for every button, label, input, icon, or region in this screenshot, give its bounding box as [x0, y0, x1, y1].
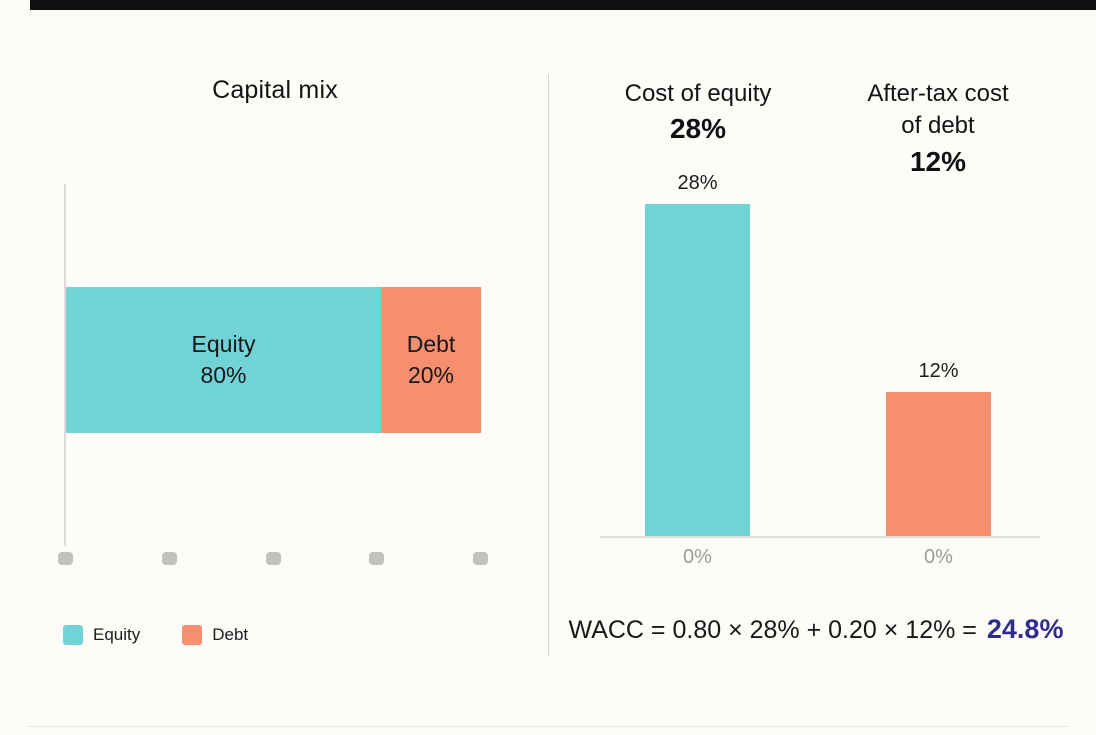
axis-tick — [161, 551, 177, 565]
wacc-formula-result: 24.8% — [986, 614, 1064, 644]
legend-item-equity: Equity — [63, 625, 140, 645]
cost-of-debt-header: After-tax cost of debt — [840, 78, 1036, 142]
debt-segment-value: 20% — [407, 362, 455, 388]
cost-of-equity-header: Cost of equity — [624, 80, 772, 107]
equity-cost-bar-label: 28% — [677, 172, 718, 194]
bottom-divider-line — [28, 726, 1068, 727]
equity-bar-zero-label: 0% — [683, 546, 712, 568]
capital-mix-title: Capital mix — [212, 76, 338, 104]
wacc-formula: WACC = 0.80 × 28% + 0.20 × 12% = 24.8% — [558, 614, 1074, 645]
wacc-formula-expression: WACC = 0.80 × 28% + 0.20 × 12% = — [568, 616, 977, 644]
debt-bar-zero-label: 0% — [924, 546, 953, 568]
cost-of-debt-header-line1: After-tax cost — [867, 80, 1009, 107]
cost-of-debt-header-value: 12% — [909, 146, 967, 177]
panel-divider — [548, 74, 549, 656]
equity-bar-segment: Equity 80% — [66, 287, 381, 433]
debt-segment-label: Debt — [406, 331, 456, 357]
equity-cost-bar — [645, 204, 750, 536]
equity-legend-label: Equity — [93, 625, 141, 644]
axis-tick — [58, 551, 73, 565]
equity-legend-swatch-icon — [63, 625, 83, 645]
equity-segment-label: Equity — [191, 331, 256, 357]
right-chart-baseline — [600, 536, 1040, 538]
left-chart-y-axis — [64, 184, 66, 546]
debt-cost-bar — [886, 392, 991, 536]
top-dark-strip — [30, 0, 1096, 10]
debt-bar-segment: Debt 20% — [381, 287, 481, 433]
axis-tick — [473, 551, 488, 565]
equity-segment-value: 80% — [200, 362, 247, 388]
debt-legend-label: Debt — [212, 625, 249, 644]
cost-of-debt-header-line2: of debt — [901, 112, 975, 139]
cost-of-equity-header-value: 28% — [669, 113, 727, 144]
axis-tick — [369, 551, 385, 565]
legend-item-debt: Debt — [182, 625, 248, 645]
debt-legend-swatch-icon — [182, 625, 203, 645]
capital-mix-legend: Equity Debt — [63, 624, 248, 646]
left-chart-axis-ticks — [58, 551, 488, 565]
axis-tick — [265, 551, 281, 565]
debt-cost-bar-label: 12% — [918, 360, 959, 382]
